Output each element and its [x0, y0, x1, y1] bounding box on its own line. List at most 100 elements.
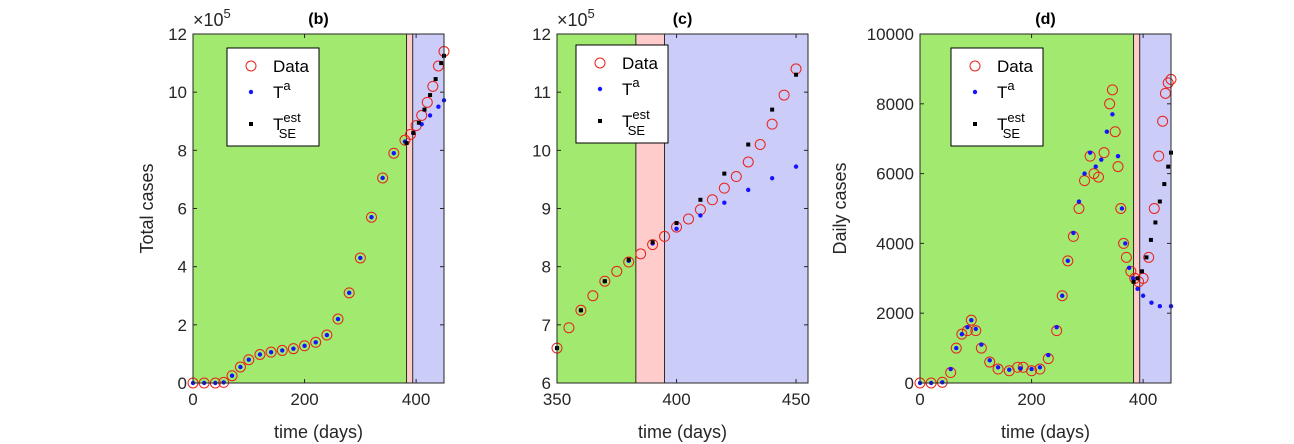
panel-b-ta-point — [346, 290, 352, 296]
panel-c-est-point — [722, 171, 727, 176]
panel-d-data-point — [1106, 84, 1118, 96]
panel-c-data-point — [754, 139, 766, 151]
panel-d-data-point — [1104, 98, 1116, 110]
panel-c-est-point — [626, 257, 631, 262]
panel-b-legend-label-est: Test SE — [273, 110, 301, 141]
panel-d-ta-point — [973, 326, 978, 332]
panel-b-data-point — [254, 348, 266, 360]
panel-b-ta-point — [238, 364, 243, 370]
panel-b-legend-marker-data — [245, 60, 257, 72]
panel-d-ytick-label: 10000 — [867, 25, 914, 44]
panel-d-ta-point — [1119, 206, 1125, 211]
panel-d-legend-marker-data — [969, 60, 981, 72]
panel-b-data-point — [321, 329, 333, 341]
panel-b-legend-label-ta: Ta — [273, 78, 291, 102]
panel-d-ta-point — [959, 331, 965, 337]
panel-c-est-point — [578, 308, 583, 313]
panel-d-xlabel: time (days) — [1001, 422, 1090, 442]
panel-b-ta-point — [221, 380, 226, 385]
panel-d-est-point — [1153, 220, 1158, 225]
panel-d-data-point — [984, 356, 996, 368]
panel-d-est-point — [1162, 182, 1167, 187]
panel-d-data-point — [950, 342, 962, 354]
panel-b-xtick-label: 400 — [402, 390, 430, 409]
panel-c-data-point — [635, 248, 647, 260]
panel-b-region-transition — [406, 34, 413, 383]
panel-d-est-point — [1157, 199, 1162, 204]
panel-b-legend-marker-est — [249, 122, 253, 126]
panel-c-legend-label-est: Test SE — [622, 107, 650, 138]
panel-b-est-point — [433, 77, 438, 82]
panel-d-ta-point — [954, 345, 959, 351]
panel-d-data-point — [1034, 363, 1046, 375]
panel-b-ytick-label: 4 — [178, 258, 187, 277]
panel-c-ytick-label: 11 — [533, 83, 551, 102]
panel-d-ta-point — [940, 380, 945, 385]
panel-d-data-point — [1026, 365, 1038, 377]
panel-c-legend-marker-ta — [597, 86, 603, 92]
panel-b-est-point — [404, 141, 409, 146]
panel-d-ytick-label: 2000 — [876, 304, 914, 323]
panel-b-axes: 0 200 400 0 2 4 6 8 10 12 — [168, 25, 445, 409]
panel-d-data-point — [1153, 150, 1165, 162]
panel-b-exponent-base: ×10 — [193, 10, 224, 30]
panel-b-data-point — [343, 287, 355, 299]
panel-c-legend-label-ta: Ta — [622, 75, 640, 99]
panel-c-legend-marker-est — [598, 119, 602, 123]
panel-d-ta-point — [1076, 199, 1082, 204]
panel-b-ta-point — [313, 340, 318, 345]
panel-b-est-point — [411, 130, 416, 135]
panel-d-data-point — [1120, 251, 1132, 263]
panel-b-data-point — [332, 313, 344, 325]
panel-d-ytick-label: 6000 — [876, 165, 914, 184]
panel-b-xtick-label: 0 — [188, 390, 197, 409]
panel-c-data-point — [766, 118, 778, 130]
panel-b-est-point — [422, 107, 427, 112]
panel-d-data-point — [1056, 290, 1068, 302]
panel-d-ta-point — [987, 358, 992, 363]
panel-b-ytick-label: 8 — [178, 141, 187, 160]
panel-c-data-point — [587, 290, 599, 302]
panel-d-data-point — [1062, 255, 1074, 267]
panel-c-exponent: ×105 — [557, 6, 595, 30]
panel-b-ta-point — [436, 104, 441, 109]
panel-d-ta-point — [1115, 153, 1121, 159]
panel-c-est-point — [794, 72, 799, 77]
panel-c-region-forecast — [664, 34, 808, 383]
panel-b-ylabel: Total cases — [137, 163, 157, 253]
panel-c-data-point — [611, 265, 623, 277]
panel-b-data-point — [310, 336, 322, 348]
panel-b-est-point — [416, 120, 421, 125]
panel-c-xlabel: time (days) — [638, 422, 727, 442]
panel-c-legend-box — [575, 44, 669, 144]
panel-b-ytick-label: 10 — [168, 83, 187, 102]
panel-d-legend: Data Ta Test SE — [950, 47, 1044, 147]
panel-d-ta-point — [1093, 164, 1098, 169]
panel-b-data-point — [421, 96, 433, 108]
panel-c-est-point — [746, 142, 751, 147]
panel-c-ytick-label: 10 — [532, 141, 551, 160]
panel-c-xtick-label: 350 — [543, 390, 571, 409]
panel-b-data-point — [243, 354, 255, 366]
panel-d-ta-point — [1082, 171, 1087, 176]
panel-b-data-point — [299, 340, 311, 352]
panel-c-exponent-base: ×10 — [557, 10, 588, 30]
panel-d-legend-label-est: Test SE — [997, 110, 1025, 141]
panel-d-ta-point — [1135, 286, 1140, 291]
panel-d-ta-point — [1126, 265, 1132, 271]
panel-d-est-point — [1131, 279, 1136, 284]
panel-c-ytick-label: 9 — [542, 200, 551, 219]
panel-d-data-point — [1109, 126, 1121, 138]
panel-d-data-point — [1157, 115, 1169, 127]
panel-d-ta-point — [965, 324, 970, 330]
panel-d-ytick-label: 8000 — [876, 95, 914, 114]
panel-d-ta-point — [1060, 293, 1065, 298]
panel-d-legend-marker-est — [973, 122, 977, 126]
panel-d-data-point — [1162, 77, 1174, 89]
panel-d-region-forecast — [1139, 34, 1171, 383]
panel-c-data-point — [730, 171, 742, 183]
panel-b-data-point — [226, 370, 238, 382]
panel-c-xtick-label: 400 — [662, 390, 690, 409]
panel-d-ta-point — [1018, 366, 1023, 371]
